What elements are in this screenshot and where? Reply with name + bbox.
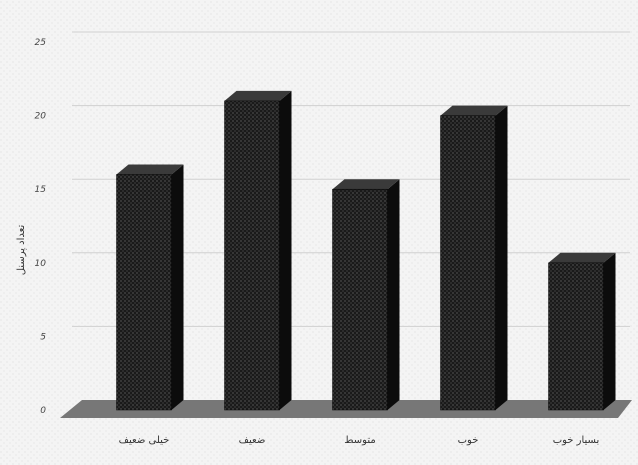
x-category-label: بسیار خوب — [553, 435, 600, 446]
y-tick-label: 0 — [40, 406, 46, 416]
x-category-label: خیلی ضعیف — [119, 435, 170, 446]
bar-top — [116, 164, 184, 175]
bar-top — [224, 90, 292, 101]
bar-front — [332, 188, 388, 411]
y-tick-label: 10 — [35, 259, 47, 269]
bar-front — [548, 262, 604, 411]
bar-side — [279, 90, 292, 410]
bar-1 — [224, 90, 292, 411]
bar-3 — [440, 105, 508, 411]
y-tick-label: 25 — [35, 38, 47, 48]
y-tick-label: 20 — [35, 112, 47, 122]
bar-top — [440, 105, 508, 116]
x-category-label: متوسط — [344, 435, 375, 446]
bar-side — [171, 164, 184, 410]
x-axis-categories: خیلی ضعیف ضعیف متوسط خوب بسیار خوب — [119, 435, 600, 446]
bar-top — [548, 252, 616, 263]
bar-side — [603, 252, 616, 410]
bar-front — [116, 174, 172, 411]
x-category-label: خوب — [458, 435, 479, 446]
y-axis-label: تعداد پرسنل — [16, 225, 27, 276]
bar-4 — [548, 252, 616, 411]
y-axis-ticks: 0 5 10 15 20 25 — [35, 38, 47, 416]
bar-side — [387, 179, 400, 410]
bar-front — [440, 115, 496, 411]
bar-2 — [332, 179, 400, 411]
y-tick-label: 15 — [35, 185, 47, 195]
x-category-label: ضعیف — [239, 435, 266, 446]
bars — [116, 90, 616, 411]
y-tick-label: 5 — [40, 332, 46, 342]
bar-0 — [116, 164, 184, 411]
bar-side — [495, 105, 508, 410]
bar-top — [332, 179, 400, 190]
bar-front — [224, 100, 280, 411]
